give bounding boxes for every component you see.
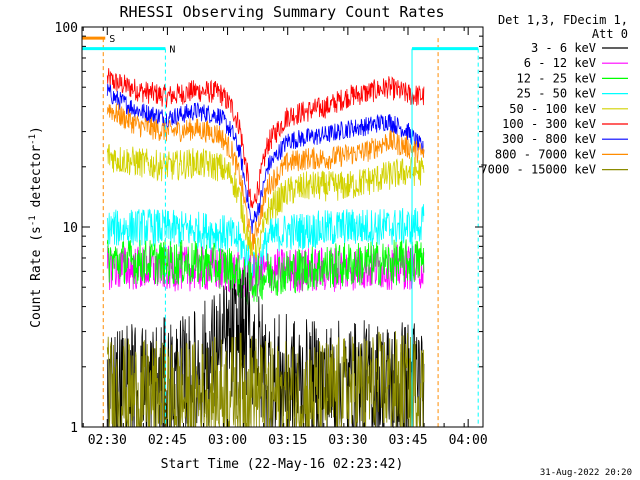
y-axis-label-main: Count Rate (s: [29, 226, 44, 328]
legend-label: 300 - 800 keV: [502, 132, 596, 146]
chart-title: RHESSI Observing Summary Count Rates: [119, 3, 444, 21]
y-axis-label-tail: detector: [29, 145, 44, 216]
y-axis-label-sup: -1: [28, 215, 38, 226]
x-tick-label: 02:30: [88, 433, 127, 448]
legend-header-1: Det 1,3, FDecim 1,: [498, 13, 628, 27]
legend-label: 3 - 6 keV: [531, 41, 596, 55]
legend-label: 12 - 25 keV: [517, 71, 596, 85]
y-tick-label: 100: [55, 21, 78, 36]
x-tick-label: 03:30: [328, 433, 367, 448]
series-trace: [106, 68, 425, 209]
series-trace: [106, 144, 425, 266]
x-tick-label: 03:00: [208, 433, 247, 448]
y-axis: 1 10 100: [55, 21, 483, 436]
legend-label: 100 - 300 keV: [502, 117, 596, 131]
series-trace: [106, 103, 425, 256]
x-tick-label: 02:45: [148, 433, 187, 448]
legend-label: 25 - 50 keV: [517, 87, 596, 101]
data-layer: [106, 68, 425, 429]
series-trace: [106, 239, 425, 305]
y-axis-label-close: ): [29, 126, 44, 134]
series-trace: [106, 83, 425, 235]
legend-label: 6 - 12 keV: [524, 56, 596, 70]
footer-date: 31-Aug-2022 20:20: [540, 468, 632, 478]
legend-label: 800 - 7000 keV: [495, 147, 596, 161]
annotation-layer: SN: [82, 34, 479, 427]
y-tick-label: 10: [62, 221, 78, 236]
x-axis-label: Start Time (22-May-16 02:23:42): [161, 457, 404, 472]
annotation-label: S: [109, 34, 115, 45]
legend-label: 50 - 100 keV: [509, 102, 596, 116]
series-trace: [106, 204, 425, 288]
y-axis-label-sup2: -1: [28, 134, 38, 145]
series-trace: [106, 331, 425, 428]
y-axis-label: Count Rate (s-1 detector-1): [28, 126, 44, 328]
legend-header-2: Att 0: [592, 27, 628, 41]
x-tick-label: 03:45: [388, 433, 427, 448]
x-tick-label: 04:00: [449, 433, 488, 448]
y-tick-label: 1: [70, 421, 78, 436]
legend-label: 7000 - 15000 keV: [480, 163, 596, 177]
annotation-label: N: [169, 45, 175, 56]
x-axis: 02:30 02:45 03:00 03:15 03:30 03:45 04:00: [82, 27, 488, 448]
x-tick-label: 03:15: [268, 433, 307, 448]
